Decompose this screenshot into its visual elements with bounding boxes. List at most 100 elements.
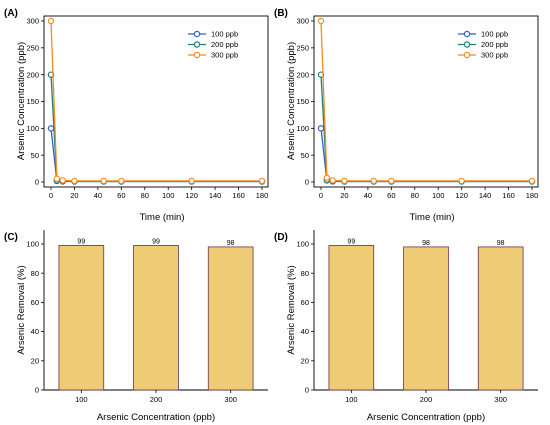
- panel-b-legend-label-1: 100 ppb: [481, 30, 508, 39]
- panel-a-series-3-point: [53, 175, 61, 182]
- panel-b-y-tick-label: 50: [301, 151, 309, 160]
- panel-b-x-tick-label: 160: [502, 191, 515, 200]
- panel-d-y-tick-label: 80: [301, 269, 309, 278]
- panel-a-series-line-1: [50, 128, 262, 183]
- panel-b-series-line-2: [320, 74, 532, 183]
- panel-a-legend-label-2: 200 ppb: [211, 40, 238, 49]
- panel-b-legend-marker: [463, 30, 471, 38]
- panel-c-bar-label-1: 99: [77, 238, 85, 245]
- panel-b-x-tick-label: 40: [364, 191, 372, 200]
- panel-b-x-tick-label: 180: [526, 191, 539, 200]
- panel-b-x-tick-label: 120: [455, 191, 468, 200]
- panel-b-y-tick-label: 200: [296, 70, 309, 79]
- panel-b-series-3-point: [317, 17, 325, 25]
- panel-d-label: (D): [274, 232, 288, 243]
- panel-a-series-3-point: [71, 177, 78, 185]
- panel-d-x-axis-title: Arsenic Concentration (ppb): [367, 412, 485, 423]
- panel-b-legend-label-3: 300 ppb: [481, 51, 508, 60]
- panel-b-series-3-point: [329, 177, 336, 184]
- panel-b-x-tick-label: 80: [411, 191, 419, 200]
- panel-a-series-3-point: [59, 177, 66, 184]
- panel-a-y-tick-label: 300: [26, 17, 39, 26]
- panel-b-series-1-point: [317, 125, 325, 132]
- panel-b-x-tick-label: 100: [432, 191, 445, 200]
- panel-d-bar-3: [477, 246, 524, 391]
- panel-a-x-tick-label: 80: [141, 191, 149, 200]
- panel-a-series-3-point: [100, 177, 107, 185]
- panel-b-series-3-point: [528, 177, 536, 185]
- panel-c-x-tick-label: 300: [224, 395, 237, 404]
- panel-c-bar-2: [133, 245, 179, 391]
- panel-d-bar-label-3: 98: [497, 240, 505, 247]
- panel-a-x-tick-label: 100: [162, 191, 175, 200]
- panel-a-x-axis-title: Time (min): [139, 212, 184, 223]
- panel-d-x-tick-label: 300: [494, 395, 507, 404]
- panel-d-y-tick-label: 40: [301, 327, 309, 336]
- panel-d-y-tick-label: 0: [305, 386, 309, 395]
- panel-c-y-axis-title: Arsenic Removal (%): [16, 265, 27, 354]
- panel-b-y-tick-label: 150: [296, 97, 309, 106]
- panel-a-y-tick-label: 200: [26, 70, 39, 79]
- panel-b-label: (B): [274, 8, 288, 19]
- panel-b-x-tick-label: 140: [479, 191, 492, 200]
- panel-c-bar-1: [58, 245, 105, 391]
- panel-b-series-3-point: [370, 177, 377, 185]
- panel-d-bar-1: [328, 245, 375, 391]
- panel-b-x-tick-label: 60: [387, 191, 395, 200]
- panel-a-series-line-2: [50, 74, 262, 183]
- panel-a-x-tick-label: 20: [70, 191, 78, 200]
- panel-b-legend-label-2: 200 ppb: [481, 40, 508, 49]
- panel-c-x-tick-label: 200: [150, 395, 163, 404]
- panel-c-bar-label-3: 98: [227, 240, 235, 247]
- panel-a-series-3-point: [118, 177, 125, 185]
- panel-a-label: (A): [4, 8, 18, 19]
- panel-b-series-3-point: [458, 177, 465, 185]
- panel-d-x-tick-label: 200: [420, 395, 433, 404]
- panel-b-y-tick-label: 300: [296, 17, 309, 26]
- panel-a-x-tick-label: 160: [232, 191, 245, 200]
- panel-b-x-axis-title: Time (min): [409, 212, 454, 223]
- panel-c-label: (C): [4, 232, 18, 243]
- panel-a-y-tick-label: 50: [31, 151, 39, 160]
- panel-c-y-tick-label: 0: [35, 386, 39, 395]
- panel-a-x-tick-label: 60: [117, 191, 125, 200]
- panel-d-y-axis-title: Arsenic Removal (%): [286, 265, 297, 354]
- panel-c-y-tick-label: 60: [31, 298, 39, 307]
- panel-b-legend-marker: [463, 41, 471, 48]
- panel-b-x-tick-label: 20: [340, 191, 348, 200]
- panel-a-y-axis-title: Arsenic Concentration (ppb): [16, 42, 27, 160]
- panel-b-series-line-1: [320, 128, 532, 183]
- panel-b-y-tick-label: 0: [305, 178, 309, 187]
- panel-b-series-3-point: [388, 177, 395, 185]
- panel-b-y-tick-label: 250: [296, 43, 309, 52]
- panel-a-x-tick-label: 140: [209, 191, 222, 200]
- panel-b-y-tick-label: 100: [296, 124, 309, 133]
- panel-c-y-tick-label: 20: [31, 356, 39, 365]
- panel-a-y-tick-label: 250: [26, 43, 39, 52]
- panel-a-y-tick-label: 150: [26, 97, 39, 106]
- panel-a-legend-marker: [193, 41, 201, 48]
- panel-d-y-tick-label: 60: [301, 298, 309, 307]
- panel-a-series-3-point: [47, 17, 55, 25]
- panel-a-y-tick-label: 100: [26, 124, 39, 133]
- panel-c-bar-label-2: 99: [152, 238, 160, 245]
- panel-c-y-tick-label: 80: [31, 269, 39, 278]
- panel-b-series-3-point: [323, 174, 331, 181]
- panel-c-y-tick-label: 100: [26, 240, 39, 249]
- panel-d-y-tick-label: 100: [296, 240, 309, 249]
- panel-b-x-tick-label: 0: [319, 191, 323, 200]
- panel-a-legend-label-1: 100 ppb: [211, 30, 238, 39]
- panel-c-x-axis-title: Arsenic Concentration (ppb): [97, 412, 215, 423]
- panel-a-legend-marker: [193, 51, 201, 59]
- panel-b-legend-marker: [463, 51, 471, 59]
- panel-a-x-tick-label: 120: [185, 191, 198, 200]
- panel-a-x-tick-label: 0: [49, 191, 53, 200]
- panel-a-x-tick-label: 180: [256, 191, 269, 200]
- panel-b-y-axis-title: Arsenic Concentration (ppb): [286, 42, 297, 160]
- panel-d-bar-label-1: 99: [347, 238, 355, 245]
- panel-c-x-tick-label: 100: [75, 395, 88, 404]
- panel-a-legend-label-3: 300 ppb: [211, 51, 238, 60]
- panel-a-series-1-point: [47, 125, 55, 132]
- panel-c-y-tick-label: 40: [31, 327, 39, 336]
